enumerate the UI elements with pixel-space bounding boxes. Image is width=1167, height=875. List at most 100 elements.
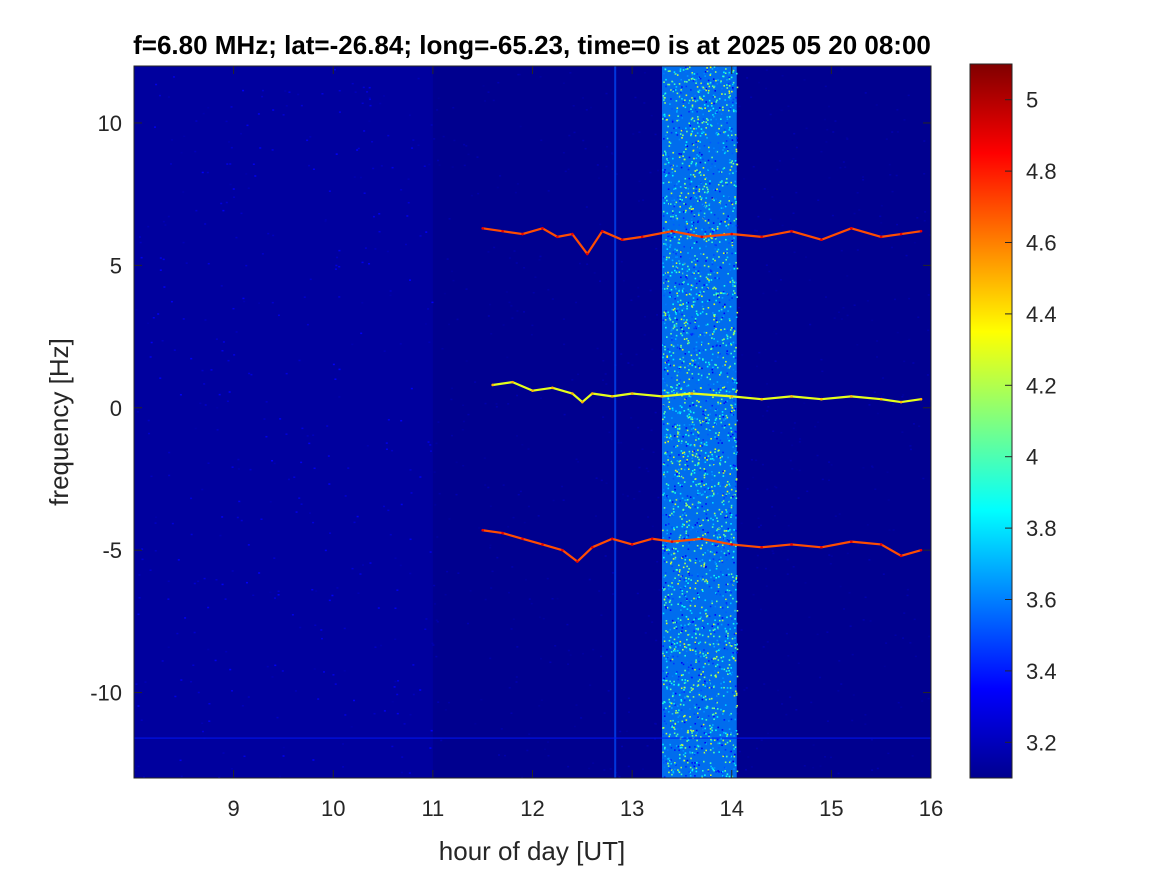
noise-cell [539, 76, 542, 78]
noise-speck [714, 313, 716, 316]
noise-speck [681, 525, 684, 528]
noise-cell [236, 516, 239, 519]
noise-speck [666, 199, 668, 202]
noise-cell [743, 178, 746, 180]
noise-cell [141, 548, 144, 550]
noise-speck [682, 155, 684, 158]
noise-cell [552, 499, 555, 502]
noise-speck [677, 307, 679, 310]
noise-cell [893, 298, 896, 301]
noise-cell [240, 519, 243, 522]
noise-cell [399, 564, 402, 567]
noise-speck [689, 415, 692, 418]
noise-cell [617, 441, 620, 444]
noise-speck [680, 674, 683, 677]
noise-speck [687, 729, 689, 732]
noise-speck [699, 651, 701, 654]
noise-cell [299, 626, 302, 629]
noise-cell [224, 598, 227, 600]
noise-speck [719, 417, 721, 420]
noise-speck [686, 130, 688, 133]
noise-speck [668, 114, 671, 117]
noise-speck [691, 221, 693, 223]
noise-speck [732, 385, 735, 388]
noise-cell [137, 705, 140, 707]
noise-speck [683, 578, 686, 581]
noise-speck [698, 419, 701, 422]
noise-speck [704, 685, 707, 687]
noise-speck [702, 534, 704, 537]
noise-speck [732, 210, 734, 213]
noise-cell [820, 358, 823, 361]
noise-speck [692, 433, 695, 436]
noise-speck [697, 432, 700, 434]
noise-speck [672, 772, 675, 775]
noise-speck [707, 707, 710, 709]
noise-cell [220, 202, 223, 205]
noise-speck [667, 348, 669, 351]
noise-speck [662, 547, 664, 550]
noise-speck [697, 116, 699, 118]
noise-speck [717, 183, 720, 186]
noise-speck [663, 604, 666, 606]
noise-speck [735, 185, 737, 188]
noise-cell [595, 477, 598, 479]
noise-cell [406, 215, 409, 217]
noise-speck [674, 577, 676, 580]
noise-cell [805, 127, 808, 130]
noise-speck [726, 773, 729, 775]
noise-cell [764, 567, 767, 570]
noise-cell [184, 617, 187, 619]
noise-speck [673, 392, 676, 394]
noise-speck [703, 174, 705, 176]
noise-speck [711, 404, 714, 407]
noise-speck [673, 324, 676, 326]
noise-speck [704, 599, 707, 602]
noise-speck [707, 652, 709, 654]
noise-speck [689, 726, 692, 728]
trace-point [760, 397, 763, 401]
noise-speck [670, 181, 672, 184]
noise-speck [697, 627, 700, 630]
noise-speck [723, 306, 726, 309]
noise-speck [720, 171, 723, 173]
noise-speck [662, 751, 664, 754]
noise-speck [672, 219, 675, 222]
noise-speck [713, 315, 716, 318]
noise-speck [679, 195, 681, 197]
noise-speck [681, 720, 684, 723]
noise-cell [430, 124, 433, 126]
noise-speck [696, 761, 698, 764]
noise-speck [665, 406, 668, 408]
noise-speck [695, 653, 697, 655]
noise-speck [710, 697, 713, 700]
noise-cell [611, 152, 614, 154]
noise-speck [728, 284, 730, 287]
noise-cell [547, 288, 550, 291]
noise-speck [662, 743, 664, 746]
noise-cell [448, 323, 451, 326]
noise-speck [704, 477, 707, 479]
noise-speck [731, 160, 734, 162]
noise-speck [724, 546, 727, 549]
noise-speck [718, 471, 720, 474]
noise-speck [668, 315, 670, 318]
noise-speck [663, 256, 665, 258]
noise-cell [170, 300, 173, 303]
noise-speck [715, 110, 718, 112]
noise-speck [669, 646, 672, 649]
noise-speck [677, 241, 680, 244]
noise-cell [225, 650, 228, 653]
noise-speck [667, 155, 670, 158]
noise-cell [823, 118, 826, 121]
noise-speck [675, 627, 678, 630]
noise-cell [654, 411, 657, 414]
noise-cell [359, 176, 362, 179]
noise-speck [676, 550, 679, 553]
noise-speck [714, 532, 717, 534]
noise-speck [728, 492, 731, 495]
noise-cell [775, 332, 778, 335]
noise-speck [734, 403, 737, 406]
noise-speck [719, 109, 721, 111]
noise-cell [424, 323, 427, 325]
